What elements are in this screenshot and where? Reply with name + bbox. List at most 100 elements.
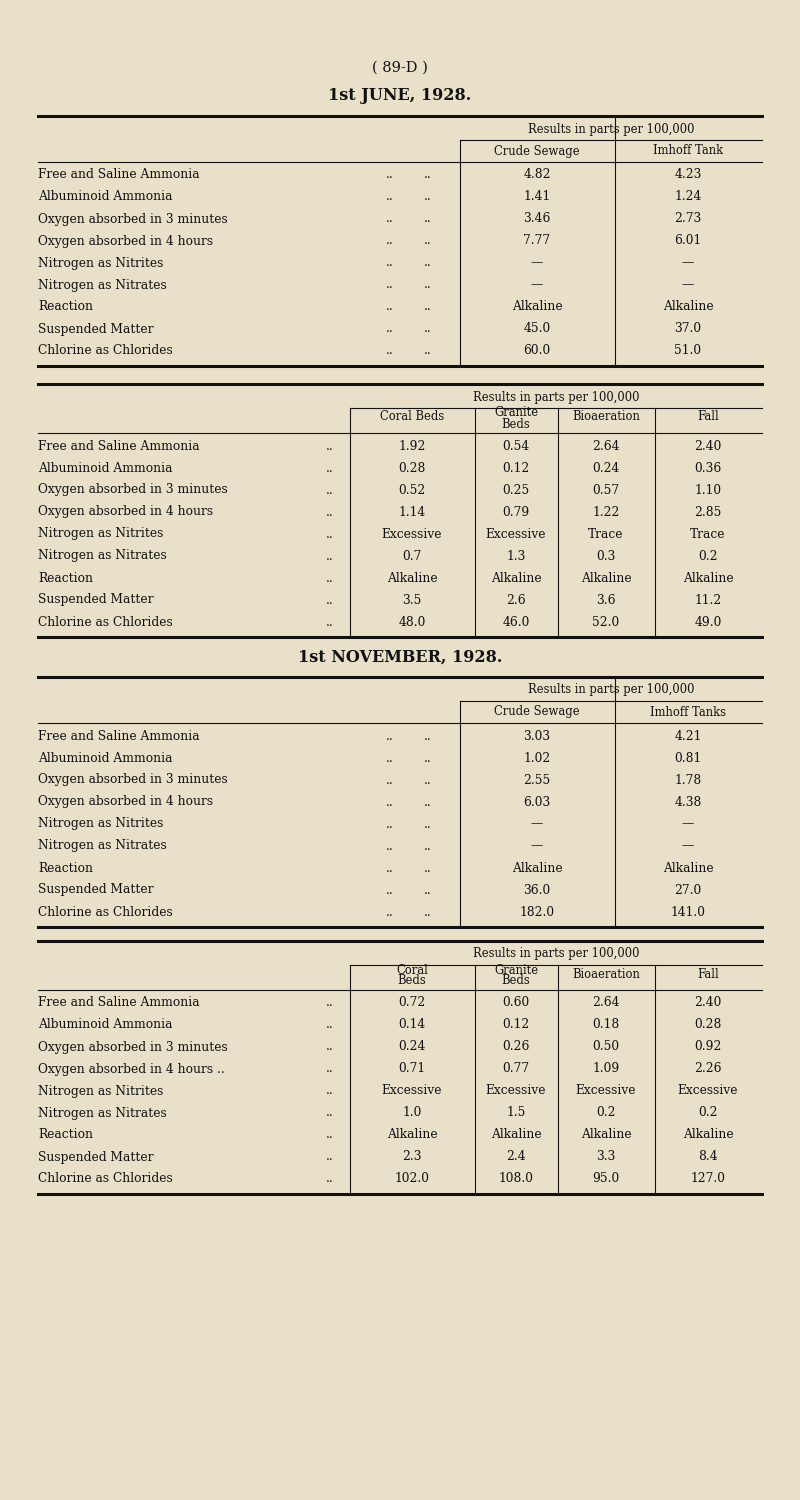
Text: Excessive: Excessive bbox=[486, 1084, 546, 1098]
Text: Crude Sewage: Crude Sewage bbox=[494, 144, 580, 158]
Text: Chlorine as Chlorides: Chlorine as Chlorides bbox=[38, 906, 173, 918]
Text: 0.77: 0.77 bbox=[502, 1062, 530, 1076]
Text: 102.0: 102.0 bbox=[394, 1173, 430, 1185]
Text: —: — bbox=[531, 840, 543, 852]
Text: 3.5: 3.5 bbox=[402, 594, 422, 606]
Text: 182.0: 182.0 bbox=[519, 906, 554, 918]
Text: Crude Sewage: Crude Sewage bbox=[494, 705, 580, 718]
Text: ..: .. bbox=[386, 322, 394, 336]
Text: Reaction: Reaction bbox=[38, 300, 93, 313]
Text: Results in parts per 100,000: Results in parts per 100,000 bbox=[528, 123, 694, 135]
Text: Oxygen absorbed in 3 minutes: Oxygen absorbed in 3 minutes bbox=[38, 1041, 228, 1053]
Text: Oxygen absorbed in 4 hours: Oxygen absorbed in 4 hours bbox=[38, 506, 213, 519]
Text: ..: .. bbox=[424, 190, 432, 204]
Text: Granite: Granite bbox=[494, 406, 538, 420]
Text: Trace: Trace bbox=[690, 528, 726, 540]
Text: ..: .. bbox=[386, 234, 394, 248]
Text: Excessive: Excessive bbox=[576, 1084, 636, 1098]
Text: 2.3: 2.3 bbox=[402, 1150, 422, 1164]
Text: Results in parts per 100,000: Results in parts per 100,000 bbox=[528, 684, 694, 696]
Text: 108.0: 108.0 bbox=[498, 1173, 534, 1185]
Text: 4.23: 4.23 bbox=[674, 168, 702, 182]
Text: 60.0: 60.0 bbox=[523, 345, 550, 357]
Text: 0.71: 0.71 bbox=[398, 1062, 426, 1076]
Text: 0.52: 0.52 bbox=[398, 483, 426, 496]
Text: Alkaline: Alkaline bbox=[386, 572, 438, 585]
Text: ..: .. bbox=[326, 549, 334, 562]
Text: 2.85: 2.85 bbox=[694, 506, 722, 519]
Text: Alkaline: Alkaline bbox=[490, 572, 542, 585]
Text: Chlorine as Chlorides: Chlorine as Chlorides bbox=[38, 615, 173, 628]
Text: 0.60: 0.60 bbox=[502, 996, 530, 1010]
Text: Coral: Coral bbox=[396, 963, 428, 976]
Text: ..: .. bbox=[386, 729, 394, 742]
Text: ..: .. bbox=[386, 190, 394, 204]
Text: ..: .. bbox=[326, 440, 334, 453]
Text: Results in parts per 100,000: Results in parts per 100,000 bbox=[473, 390, 639, 404]
Text: Free and Saline Ammonia: Free and Saline Ammonia bbox=[38, 996, 200, 1010]
Text: ..: .. bbox=[386, 168, 394, 182]
Text: ..: .. bbox=[326, 615, 334, 628]
Text: 4.21: 4.21 bbox=[674, 729, 702, 742]
Text: ..: .. bbox=[424, 729, 432, 742]
Text: Oxygen absorbed in 4 hours: Oxygen absorbed in 4 hours bbox=[38, 234, 213, 248]
Text: Suspended Matter: Suspended Matter bbox=[38, 594, 154, 606]
Text: ..: .. bbox=[326, 1128, 334, 1142]
Text: ..: .. bbox=[326, 572, 334, 585]
Text: Beds: Beds bbox=[502, 417, 530, 430]
Text: ..: .. bbox=[386, 774, 394, 786]
Text: ..: .. bbox=[386, 840, 394, 852]
Text: Granite: Granite bbox=[494, 963, 538, 976]
Text: ..: .. bbox=[326, 462, 334, 474]
Text: Free and Saline Ammonia: Free and Saline Ammonia bbox=[38, 440, 200, 453]
Text: Suspended Matter: Suspended Matter bbox=[38, 1150, 154, 1164]
Text: 2.73: 2.73 bbox=[674, 213, 702, 225]
Text: ..: .. bbox=[424, 774, 432, 786]
Text: ..: .. bbox=[386, 279, 394, 291]
Text: ..: .. bbox=[326, 483, 334, 496]
Text: Alkaline: Alkaline bbox=[581, 572, 631, 585]
Text: Excessive: Excessive bbox=[382, 1084, 442, 1098]
Text: Alkaline: Alkaline bbox=[386, 1128, 438, 1142]
Text: Albuminoid Ammonia: Albuminoid Ammonia bbox=[38, 752, 173, 765]
Text: Alkaline: Alkaline bbox=[662, 861, 714, 874]
Text: ..: .. bbox=[386, 818, 394, 831]
Text: ..: .. bbox=[424, 256, 432, 270]
Text: Alkaline: Alkaline bbox=[662, 300, 714, 313]
Text: ..: .. bbox=[326, 1107, 334, 1119]
Text: ..: .. bbox=[424, 752, 432, 765]
Text: ..: .. bbox=[386, 300, 394, 313]
Text: 0.3: 0.3 bbox=[596, 549, 616, 562]
Text: Bioaeration: Bioaeration bbox=[572, 411, 640, 423]
Text: Reaction: Reaction bbox=[38, 1128, 93, 1142]
Text: 8.4: 8.4 bbox=[698, 1150, 718, 1164]
Text: Excessive: Excessive bbox=[486, 528, 546, 540]
Text: ..: .. bbox=[326, 1173, 334, 1185]
Text: 0.26: 0.26 bbox=[502, 1041, 530, 1053]
Text: ..: .. bbox=[386, 256, 394, 270]
Text: Reaction: Reaction bbox=[38, 861, 93, 874]
Text: ..: .. bbox=[424, 840, 432, 852]
Text: 1.02: 1.02 bbox=[523, 752, 550, 765]
Text: 1.92: 1.92 bbox=[398, 440, 426, 453]
Text: 2.64: 2.64 bbox=[592, 996, 620, 1010]
Text: ..: .. bbox=[386, 795, 394, 808]
Text: Fall: Fall bbox=[697, 411, 719, 423]
Text: 37.0: 37.0 bbox=[674, 322, 702, 336]
Text: 0.81: 0.81 bbox=[674, 752, 702, 765]
Text: Nitrogen as Nitrites: Nitrogen as Nitrites bbox=[38, 528, 163, 540]
Text: 0.24: 0.24 bbox=[592, 462, 620, 474]
Text: 0.57: 0.57 bbox=[593, 483, 619, 496]
Text: Results in parts per 100,000: Results in parts per 100,000 bbox=[473, 948, 639, 960]
Text: 1.22: 1.22 bbox=[592, 506, 620, 519]
Text: 127.0: 127.0 bbox=[690, 1173, 726, 1185]
Text: 2.4: 2.4 bbox=[506, 1150, 526, 1164]
Text: ..: .. bbox=[386, 906, 394, 918]
Text: Coral Beds: Coral Beds bbox=[380, 411, 444, 423]
Text: Nitrogen as Nitrates: Nitrogen as Nitrates bbox=[38, 549, 166, 562]
Text: ..: .. bbox=[424, 884, 432, 897]
Text: —: — bbox=[531, 818, 543, 831]
Text: 52.0: 52.0 bbox=[592, 615, 620, 628]
Text: —: — bbox=[531, 279, 543, 291]
Text: Suspended Matter: Suspended Matter bbox=[38, 322, 154, 336]
